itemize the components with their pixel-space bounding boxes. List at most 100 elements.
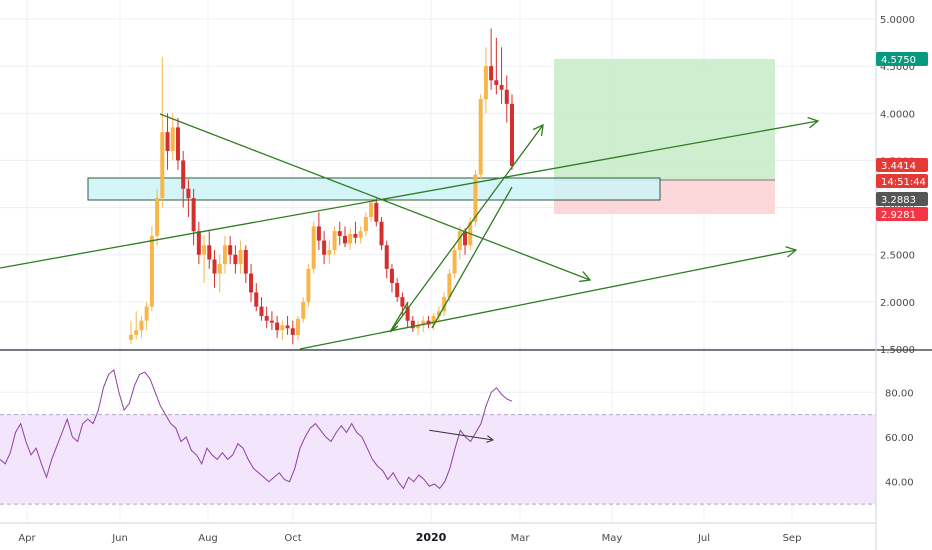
candle-body [249, 273, 254, 293]
candle-body [442, 297, 447, 312]
candle-body [348, 233, 353, 244]
candle-body [296, 318, 301, 335]
candle-body [269, 320, 274, 323]
time-tick-label: Mar [511, 533, 531, 544]
candle-body [436, 311, 441, 316]
price-badge: 4.5750 [876, 52, 928, 66]
candle-body [196, 231, 201, 255]
swing-low-tick[interactable] [389, 325, 399, 333]
price-tick-label: 4.0000 [880, 109, 915, 120]
candle-body [369, 202, 374, 217]
support-trendline[interactable] [431, 186, 513, 329]
candle-body [322, 240, 327, 255]
rsi-tick-label: 40.00 [885, 478, 914, 489]
candle-body [144, 306, 149, 321]
price-tick-label: 5.0000 [880, 15, 915, 26]
time-tick-label: Jun [111, 533, 128, 544]
rsi-panel[interactable] [0, 368, 876, 505]
candle-body [212, 259, 217, 274]
candle-body [395, 283, 400, 298]
candle-body [275, 322, 280, 331]
time-tick-label: Sep [783, 533, 802, 544]
candle-body [228, 245, 233, 255]
rsi-tick-labels: 40.00 60.00 80.00 [885, 388, 914, 488]
price-tick-label: 1.5000 [880, 345, 915, 356]
candle-body [416, 325, 421, 329]
price-badge-bg [876, 207, 928, 221]
price-badge-text: 3.2883 [881, 195, 916, 206]
candle-body [155, 198, 160, 236]
price-axis[interactable]: 1.50002.00002.50003.00003.50004.00004.50… [875, 0, 928, 550]
candle-body [280, 325, 285, 331]
candle-body [473, 174, 478, 222]
candle-body [483, 66, 488, 100]
long-trendline-arrowhead [807, 116, 820, 129]
take-profit-zone[interactable] [554, 59, 775, 180]
candle-body [426, 320, 431, 325]
candle-body [389, 268, 394, 283]
price-badge: 14:51:44 [876, 174, 928, 188]
candle-body [301, 301, 306, 319]
rsi-tick-label: 60.00 [885, 433, 914, 444]
descending-trendline[interactable] [159, 113, 591, 281]
candle-body [186, 188, 191, 199]
price-badge-bg [876, 174, 928, 188]
time-tick-label: Jul [697, 533, 710, 544]
impulse-projection-line[interactable] [391, 124, 544, 331]
candle-body [222, 245, 227, 265]
candle-body [165, 132, 170, 151]
trendlines-group[interactable] [0, 113, 820, 350]
candle-body [384, 245, 389, 269]
price-badge-bg [876, 52, 928, 66]
price-badge-text: 2.9281 [881, 210, 916, 221]
candle-body [457, 231, 462, 250]
candles-group [129, 28, 514, 345]
candle-body [134, 330, 139, 335]
price-badge-text: 4.5750 [881, 55, 916, 66]
candle-body [363, 217, 368, 232]
price-badge-text: 14:51:44 [881, 177, 926, 188]
candle-body [181, 160, 186, 189]
candle-body [202, 245, 207, 255]
rsi-arrow-line [429, 429, 494, 441]
candle-body [233, 254, 238, 265]
impulse-projection-line-arrowhead [532, 123, 544, 136]
candle-body [264, 316, 269, 321]
candle-body [207, 245, 212, 260]
candle-body [311, 226, 316, 269]
time-axis[interactable]: Apr Jun Aug Oct 2020 Mar May Jul Sep [0, 522, 876, 544]
long-trendline[interactable] [0, 120, 819, 269]
candle-body [379, 221, 384, 246]
price-panel[interactable] [0, 0, 932, 523]
candle-body [504, 89, 509, 104]
candle-body [243, 250, 248, 274]
time-tick-labels: Apr Jun Aug Oct 2020 Mar May Jul Sep [18, 531, 801, 544]
candle-body [217, 264, 222, 274]
candle-body [327, 250, 332, 255]
price-badge: 2.9281 [876, 207, 928, 221]
rsi-band [0, 414, 876, 505]
swing-low-marker[interactable] [389, 301, 409, 333]
support-zone-rectangle[interactable] [87, 177, 661, 201]
candle-body [238, 250, 243, 265]
candle-body [499, 85, 504, 90]
candle-body [129, 334, 133, 340]
rsi-divergence-arrow[interactable] [429, 429, 495, 443]
time-tick-label: 2020 [416, 531, 447, 544]
candle-body [405, 306, 410, 321]
price-badges: 4.5750 3.4414 14:51:44 3.2883 2.9281 [876, 52, 928, 221]
candle-body [431, 316, 436, 325]
candle-body [139, 320, 144, 331]
candle-body [478, 99, 483, 175]
price-tick-label: 2.5000 [880, 251, 915, 262]
price-badge: 3.4414 [876, 158, 928, 172]
candle-body [306, 268, 311, 302]
rsi-tick-label: 80.00 [885, 388, 914, 399]
candle-body [353, 233, 358, 238]
lower-channel-line[interactable] [299, 249, 797, 350]
time-tick-label: Aug [198, 533, 218, 544]
candle-body [410, 320, 415, 329]
price-badge-bg [876, 158, 928, 172]
price-badge-text: 3.4414 [881, 161, 916, 172]
